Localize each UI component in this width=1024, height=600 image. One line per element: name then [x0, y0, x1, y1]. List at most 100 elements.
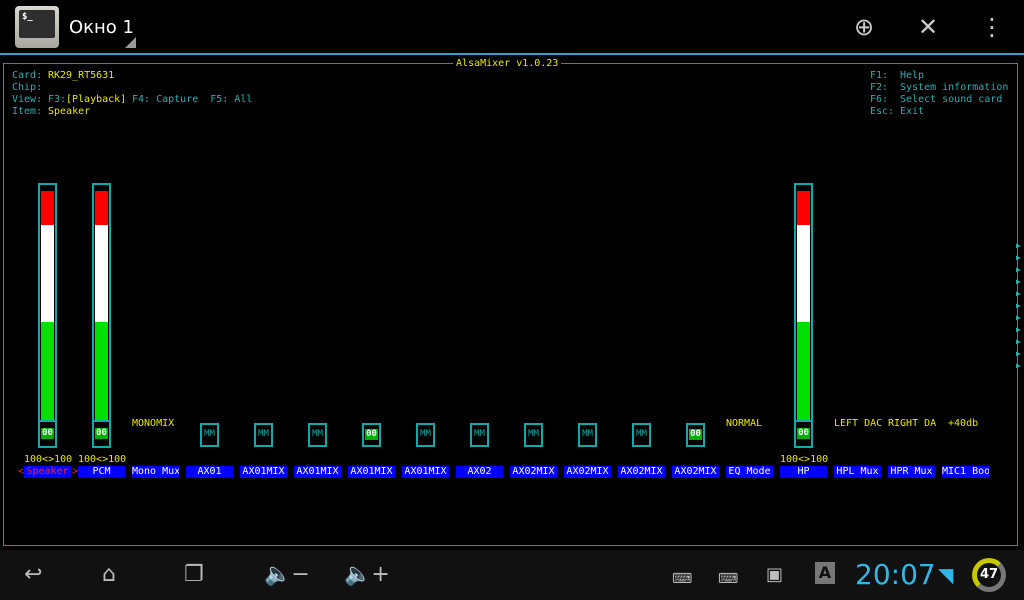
switch-value: 00 — [95, 428, 108, 439]
volume-fill — [41, 191, 54, 226]
control-label[interactable]: AX01MIX — [294, 466, 341, 478]
volume-slider[interactable] — [92, 183, 111, 448]
battery-indicator: 47 — [972, 558, 1006, 592]
control-label[interactable]: AX01MIX — [240, 466, 287, 478]
control-label[interactable]: MIC1 Boo — [942, 466, 989, 478]
toggle-switch[interactable]: 00 — [362, 423, 381, 447]
control-label[interactable]: Mono Mux — [132, 466, 179, 478]
help-key: F1: — [870, 70, 889, 81]
toggle-switch[interactable]: MM — [632, 423, 651, 447]
volume-fill — [95, 191, 108, 226]
enum-value[interactable]: NORMAL — [726, 418, 763, 429]
terminal-screen[interactable]: AlsaMixer v1.0.23 Card: RK29_RT5631 Chip… — [0, 55, 1024, 550]
switch-value: 00 — [689, 429, 702, 440]
help-key: F2: — [870, 82, 889, 93]
control-label[interactable]: Speaker — [24, 466, 71, 478]
control-label[interactable]: AX01MIX — [402, 466, 449, 478]
volume-fill — [41, 321, 54, 420]
item-label: Item: — [12, 106, 43, 117]
volume-down-icon[interactable]: 🔈− — [264, 562, 310, 587]
switch-value: MM — [204, 429, 215, 439]
view-other[interactable]: F4: Capture F5: All — [126, 94, 253, 105]
control-label[interactable]: AX02MIX — [618, 466, 665, 478]
scroll-right-indicators: ▶ ▶ ▶ ▶ ▶ ▶ ▶ ▶ ▶ ▶ ▶ — [1016, 241, 1021, 370]
control-label[interactable]: AX02MIX — [564, 466, 611, 478]
volume-value: 100<>100 — [24, 454, 73, 465]
volume-fill — [95, 225, 108, 322]
control-label[interactable]: AX02MIX — [672, 466, 719, 478]
item-value: Speaker — [48, 106, 91, 117]
view-f3: F3: — [48, 94, 67, 105]
view-playback[interactable]: [Playback] — [66, 94, 127, 105]
terminal-notification-icon[interactable]: ▣ — [766, 564, 784, 585]
close-icon[interactable]: ✕ — [917, 13, 939, 41]
add-icon[interactable]: ⊕ — [853, 13, 875, 41]
volume-fill — [797, 225, 810, 322]
help-key: F6: — [870, 94, 889, 105]
keyboard-icon[interactable]: ⌨ — [718, 571, 739, 587]
volume-value: 100<>100 — [780, 454, 829, 465]
toggle-switch[interactable]: MM — [200, 423, 219, 447]
window-title[interactable]: Окно 1 — [69, 17, 134, 38]
enum-value[interactable]: +40db — [942, 418, 979, 429]
toggle-switch[interactable]: MM — [524, 423, 543, 447]
switch-value: MM — [582, 429, 593, 439]
recent-apps-icon[interactable]: ❐ — [184, 562, 204, 587]
switch-value: MM — [636, 429, 647, 439]
keyboard-icon[interactable]: ⌨ — [672, 571, 693, 587]
enum-value[interactable]: MONOMIX — [132, 418, 175, 429]
switch-value: 00 — [41, 428, 54, 439]
mute-switch[interactable]: 00 — [38, 420, 57, 448]
mute-switch[interactable]: 00 — [92, 420, 111, 448]
switch-value: 00 — [365, 429, 378, 440]
control-label[interactable]: PCM — [78, 466, 125, 478]
volume-slider[interactable] — [38, 183, 57, 448]
enum-value[interactable]: RIGHT DA — [888, 418, 937, 429]
toggle-switch[interactable]: MM — [578, 423, 597, 447]
control-label[interactable]: EQ Mode — [726, 466, 773, 478]
divider — [0, 53, 1024, 55]
volume-up-icon[interactable]: 🔈+ — [344, 562, 390, 587]
home-icon[interactable]: ⌂ — [102, 562, 116, 587]
overflow-menu-icon[interactable]: ⋮ — [980, 13, 1004, 41]
action-bar: $_ Окно 1 ⊕ ✕ ⋮ — [0, 0, 1024, 53]
volume-fill — [95, 321, 108, 420]
clock[interactable]: 20:07 — [855, 558, 936, 591]
font-notification-icon[interactable]: A — [815, 562, 835, 584]
toggle-switch[interactable]: MM — [416, 423, 435, 447]
view-label: View: — [12, 94, 43, 105]
control-label[interactable]: AX01MIX — [348, 466, 395, 478]
wifi-icon: ◥ — [938, 563, 954, 587]
mute-switch[interactable]: 00 — [794, 420, 813, 448]
help-text: Select sound card — [900, 94, 1003, 105]
help-key: Esc: — [870, 106, 895, 117]
control-label[interactable]: AX02 — [456, 466, 503, 478]
control-label[interactable]: HPR Mux — [888, 466, 935, 478]
control-label[interactable]: AX01 — [186, 466, 233, 478]
system-navigation-bar: ↩ ⌂ ❐ 🔈− 🔈+ ⌨ ⌨ ▣ A 20:07 ◥ 47 — [0, 550, 1024, 600]
help-text: System information — [900, 82, 1009, 93]
volume-fill — [797, 321, 810, 420]
volume-slider[interactable] — [794, 183, 813, 448]
toggle-switch[interactable]: MM — [254, 423, 273, 447]
toggle-switch[interactable]: MM — [470, 423, 489, 447]
toggle-switch[interactable]: MM — [308, 423, 327, 447]
card-label: Card: — [12, 70, 43, 81]
switch-value: MM — [258, 429, 269, 439]
selection-right-arrow: > — [72, 466, 79, 477]
toggle-switch[interactable]: 00 — [686, 423, 705, 447]
switch-value: MM — [474, 429, 485, 439]
switch-value: MM — [420, 429, 431, 439]
help-text: Help — [900, 70, 925, 81]
switch-value: MM — [528, 429, 539, 439]
volume-value: 100<>100 — [78, 454, 127, 465]
enum-value[interactable]: LEFT DAC — [834, 418, 883, 429]
back-icon[interactable]: ↩ — [24, 562, 43, 587]
dropdown-indicator-icon — [125, 37, 136, 48]
terminal-app-icon[interactable]: $_ — [15, 6, 59, 48]
card-value: RK29_RT5631 — [48, 70, 115, 81]
control-label[interactable]: HP — [780, 466, 827, 478]
control-label[interactable]: HPL Mux — [834, 466, 881, 478]
volume-fill — [41, 225, 54, 322]
control-label[interactable]: AX02MIX — [510, 466, 557, 478]
